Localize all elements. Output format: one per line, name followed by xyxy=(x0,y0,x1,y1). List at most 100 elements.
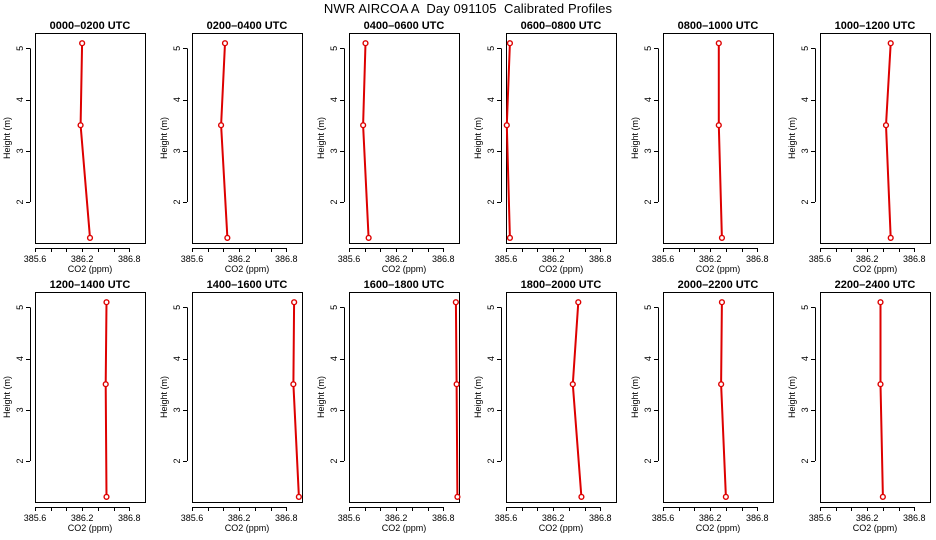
x-tick-label: 386.8 xyxy=(903,254,926,264)
panel-11: 2000–2200 UTC 385.6 386.2 386.8 CO2 (ppm) 2 3 4… xyxy=(630,279,774,533)
plot-frame xyxy=(35,33,146,244)
data-point xyxy=(86,234,94,241)
data-point xyxy=(503,122,510,129)
profile-line xyxy=(220,43,229,238)
x-tick-label: 385.6 xyxy=(495,513,518,523)
x-tick-label: 385.6 xyxy=(652,513,675,523)
profile-line xyxy=(720,302,727,497)
y-tick-label: 2 xyxy=(329,459,339,464)
x-tick-label: 385.6 xyxy=(24,513,47,523)
data-point xyxy=(877,381,884,388)
y-tick-label: 3 xyxy=(486,407,496,412)
data-point xyxy=(295,493,302,500)
data-point xyxy=(103,493,110,500)
data-point xyxy=(290,381,297,388)
data-point xyxy=(291,299,298,306)
x-axis-label: CO2 (ppm) xyxy=(853,523,898,533)
y-tick-label: 4 xyxy=(15,356,25,361)
x-tick-label: 385.6 xyxy=(338,254,361,264)
x-tick-label: 386.2 xyxy=(228,254,251,264)
panel-8: 1400–1600 UTC 385.6 386.2 386.8 CO2 (ppm) 2 3 4… xyxy=(159,279,303,533)
panel-title: 2000–2200 UTC xyxy=(678,279,759,291)
x-tick-label: 386.2 xyxy=(385,513,408,523)
data-point xyxy=(506,234,514,241)
x-tick-label: 385.6 xyxy=(24,254,47,264)
y-tick-label: 4 xyxy=(15,97,25,102)
y-tick-label: 3 xyxy=(329,407,339,412)
y-tick-label: 2 xyxy=(643,459,653,464)
y-tick-label: 4 xyxy=(486,97,496,102)
panel-4: 0600–0800 UTC 385.6 386.2 386.8 CO2 (ppm) 2 3 4… xyxy=(473,20,617,274)
data-point xyxy=(715,40,722,47)
panel-10: 1800–2000 UTC 385.6 386.2 386.8 CO2 (ppm) 2 3 4… xyxy=(473,279,617,533)
y-tick-label: 5 xyxy=(643,46,653,51)
data-point xyxy=(103,299,110,306)
x-tick-label: 386.8 xyxy=(432,513,455,523)
x-tick-label: 386.2 xyxy=(856,513,879,523)
y-tick-label: 5 xyxy=(486,305,496,310)
x-axis-label: CO2 (ppm) xyxy=(68,523,113,533)
y-tick-label: 3 xyxy=(172,148,182,153)
y-tick-label: 4 xyxy=(643,356,653,361)
x-axis-label: CO2 (ppm) xyxy=(225,264,270,274)
y-tick-label: 2 xyxy=(486,459,496,464)
plot-frame xyxy=(349,33,460,244)
profile-line xyxy=(79,43,91,238)
y-tick-label: 3 xyxy=(643,407,653,412)
x-tick-label: 385.6 xyxy=(495,254,518,264)
profile-line xyxy=(292,302,300,497)
panel-title: 0600–0800 UTC xyxy=(521,20,602,32)
y-tick-label: 2 xyxy=(329,200,339,205)
x-tick-label: 386.8 xyxy=(589,513,612,523)
panel-3: 0400–0600 UTC 385.6 386.2 386.8 CO2 (ppm) 2 3 4… xyxy=(316,20,460,274)
plot-frame xyxy=(820,292,931,503)
profile-line xyxy=(879,302,884,497)
plot-frame xyxy=(192,292,303,503)
y-axis-label: Height (m) xyxy=(787,376,797,418)
profile-line xyxy=(104,302,108,497)
x-axis-label: CO2 (ppm) xyxy=(382,523,427,533)
x-tick-label: 385.6 xyxy=(181,513,204,523)
data-point xyxy=(718,299,726,306)
x-tick-label: 386.2 xyxy=(228,513,251,523)
data-point xyxy=(221,40,229,47)
plot-frame xyxy=(192,33,303,244)
data-point xyxy=(77,122,84,129)
panel-title: 1600–1800 UTC xyxy=(364,279,445,291)
y-tick-label: 3 xyxy=(800,407,810,412)
y-tick-label: 3 xyxy=(15,407,25,412)
y-tick-label: 5 xyxy=(800,305,810,310)
y-tick-label: 4 xyxy=(329,97,339,102)
y-axis-label: Height (m) xyxy=(2,117,12,159)
y-tick-label: 5 xyxy=(486,46,496,51)
data-point xyxy=(102,381,109,388)
y-tick-label: 2 xyxy=(172,459,182,464)
profile-line xyxy=(571,302,583,497)
profile-line xyxy=(717,43,723,238)
x-tick-label: 386.2 xyxy=(856,254,879,264)
x-axis-label: CO2 (ppm) xyxy=(696,264,741,274)
x-axis-label: CO2 (ppm) xyxy=(539,523,584,533)
panel-title: 1400–1600 UTC xyxy=(207,279,288,291)
x-tick-label: 386.2 xyxy=(71,254,94,264)
x-tick-label: 386.8 xyxy=(432,254,455,264)
data-point xyxy=(224,234,231,241)
data-point xyxy=(718,381,725,388)
panel-6: 1000–1200 UTC 385.6 386.2 386.8 CO2 (ppm) 2 3 4… xyxy=(787,20,931,274)
y-tick-label: 3 xyxy=(643,148,653,153)
x-tick-label: 386.8 xyxy=(746,254,769,264)
plot-frame xyxy=(506,292,617,503)
x-tick-label: 385.6 xyxy=(338,513,361,523)
figure-title: NWR AIRCOA A Day 091105 Calibrated Profi… xyxy=(323,1,613,16)
panel-1: 0000–0200 UTC 385.6 386.2 386.8 CO2 (ppm) 2 3 4… xyxy=(2,20,146,274)
y-tick-label: 5 xyxy=(172,46,182,51)
y-axis-label: Height (m) xyxy=(630,117,640,159)
x-tick-label: 385.6 xyxy=(181,254,204,264)
x-tick-label: 386.8 xyxy=(903,513,926,523)
y-tick-label: 2 xyxy=(15,200,25,205)
x-axis-label: CO2 (ppm) xyxy=(853,264,898,274)
y-tick-label: 3 xyxy=(486,148,496,153)
y-tick-label: 5 xyxy=(643,305,653,310)
panel-title: 1000–1200 UTC xyxy=(835,20,916,32)
y-axis-label: Height (m) xyxy=(159,376,169,418)
